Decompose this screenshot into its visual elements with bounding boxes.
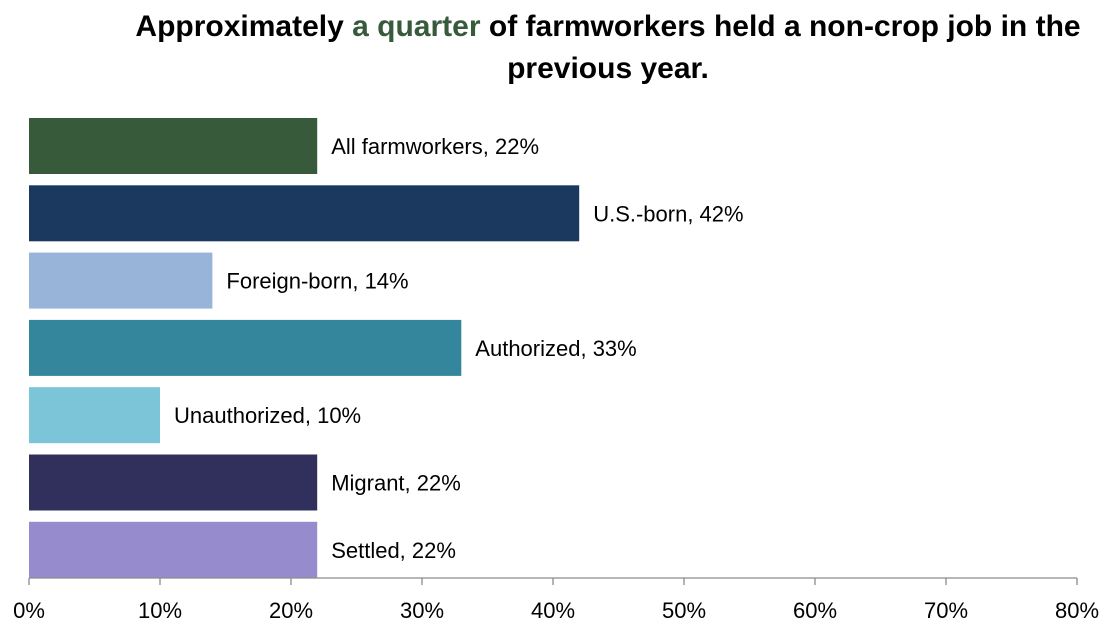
data-label: U.S.-born, 42% [593, 201, 743, 226]
x-tick-label: 80% [1055, 598, 1099, 623]
title-text-after: of farmworkers held a non-crop job in th… [480, 10, 1081, 85]
bar-authorized [29, 319, 462, 376]
data-label: Foreign-born, 14% [226, 269, 408, 294]
title-highlight: a quarter [352, 10, 481, 43]
bars-group [29, 118, 580, 578]
x-tick-label: 40% [531, 598, 575, 623]
bar-foreign-born [29, 252, 213, 309]
data-label: Unauthorized, 10% [174, 403, 361, 428]
data-label: Settled, 22% [331, 538, 456, 563]
data-label: Migrant, 22% [331, 471, 461, 496]
data-label: All farmworkers, 22% [331, 134, 539, 159]
x-tick-label: 30% [400, 598, 444, 623]
title-text-before: Approximately [135, 10, 353, 43]
chart-title: Approximately a quarter of farmworkers h… [118, 6, 1098, 90]
x-tick-label: 50% [662, 598, 706, 623]
bar-unauthorized [29, 387, 160, 444]
bar-u-s-born [29, 185, 580, 242]
x-tick-label: 60% [793, 598, 837, 623]
bar-migrant [29, 454, 318, 511]
x-axis: 0% 10% 20% 30% 40% 50% 60% 70% 80% [13, 577, 1099, 623]
x-tick-label: 20% [269, 598, 313, 623]
data-label: Authorized, 33% [475, 336, 636, 361]
bar-settled [29, 521, 318, 578]
bar-all-farmworkers [29, 118, 318, 174]
x-tick-label: 10% [138, 598, 182, 623]
x-tick-label: 0% [13, 598, 45, 623]
x-tick-label: 70% [924, 598, 968, 623]
data-labels-group: All farmworkers, 22% U.S.-born, 42% Foreig… [174, 134, 744, 563]
